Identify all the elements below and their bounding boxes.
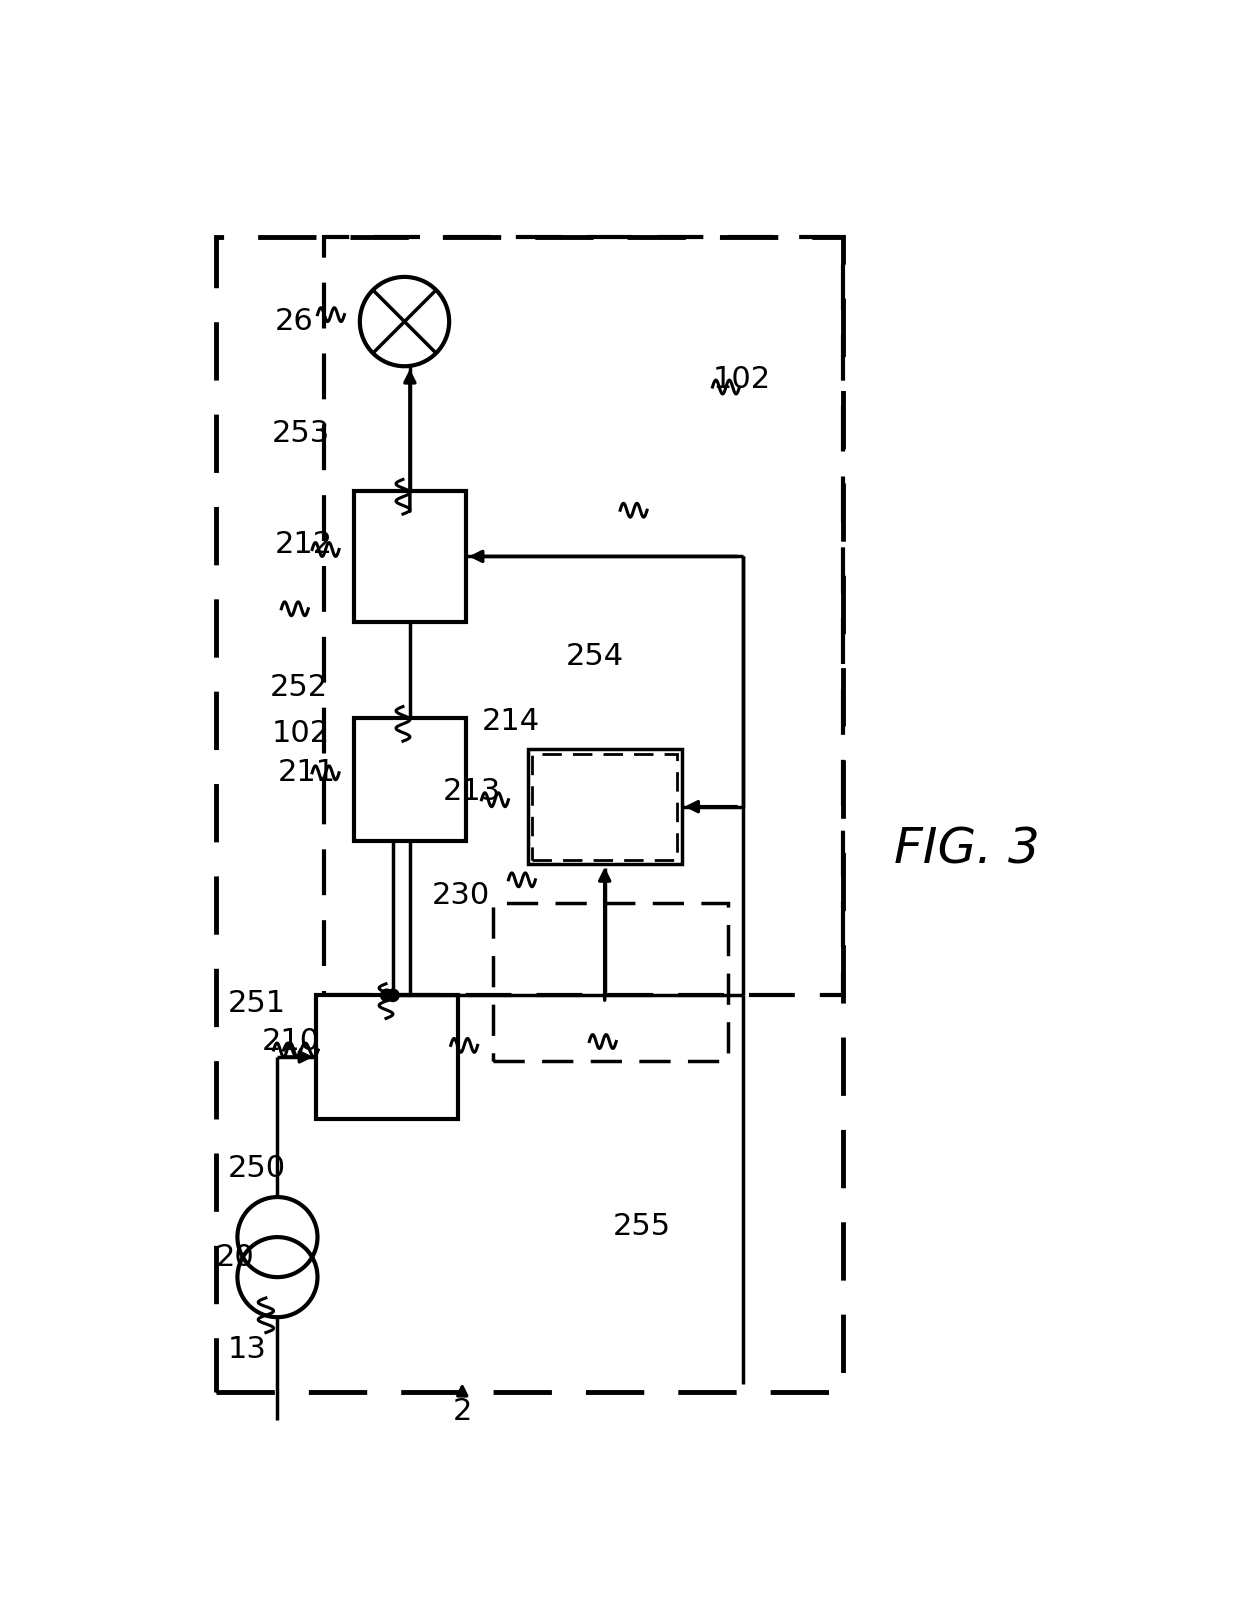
- Bar: [355, 491, 466, 622]
- Bar: [216, 237, 843, 1392]
- Bar: [355, 718, 466, 841]
- Text: 255: 255: [613, 1213, 671, 1240]
- Text: 26: 26: [275, 306, 314, 336]
- Bar: [494, 903, 728, 1060]
- Text: 214: 214: [481, 707, 539, 736]
- Bar: [316, 995, 459, 1118]
- Bar: [324, 237, 843, 995]
- Text: 210: 210: [262, 1028, 320, 1055]
- Text: 13: 13: [227, 1336, 267, 1363]
- Text: 254: 254: [567, 642, 624, 671]
- Bar: [528, 749, 682, 864]
- Text: 2: 2: [453, 1397, 472, 1425]
- Circle shape: [237, 1196, 317, 1277]
- Text: FIG. 3: FIG. 3: [894, 825, 1039, 874]
- Circle shape: [381, 989, 393, 1002]
- Text: 252: 252: [270, 673, 327, 702]
- Text: 213: 213: [443, 776, 501, 806]
- Text: 102: 102: [272, 720, 330, 747]
- Text: 253: 253: [272, 418, 330, 447]
- Text: 211: 211: [278, 757, 336, 786]
- Text: 212: 212: [275, 530, 334, 559]
- Circle shape: [237, 1237, 317, 1318]
- Bar: [532, 754, 677, 859]
- Text: 230: 230: [432, 880, 490, 909]
- Text: 102: 102: [713, 365, 770, 394]
- Circle shape: [360, 277, 449, 366]
- Text: 20: 20: [216, 1243, 254, 1271]
- Circle shape: [387, 989, 399, 1002]
- Text: 251: 251: [227, 989, 285, 1018]
- Text: 250: 250: [227, 1154, 285, 1183]
